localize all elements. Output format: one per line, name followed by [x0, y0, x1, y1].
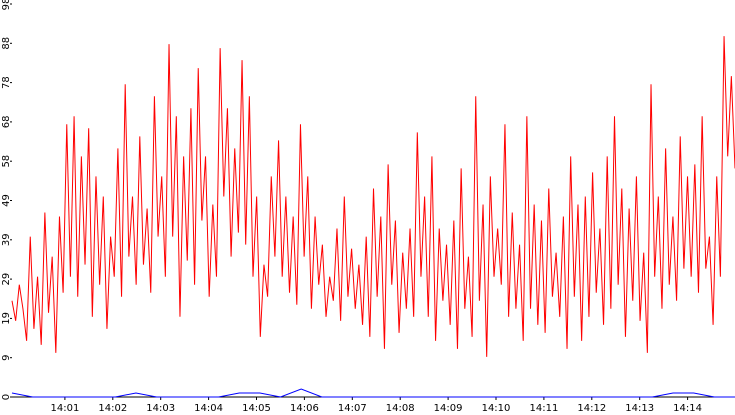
y-tick-label: 49 — [1, 194, 12, 207]
x-tick-label: 14:07 — [338, 403, 367, 414]
y-tick-label: 19 — [1, 312, 12, 325]
x-tick-label: 14:09 — [434, 403, 463, 414]
y-tick-label: 39 — [1, 233, 12, 246]
y-tick-label: 29 — [1, 273, 12, 286]
x-tick-label: 14:04 — [194, 403, 223, 414]
x-tick-label: 14:08 — [386, 403, 415, 414]
x-tick-label: 14:13 — [625, 403, 654, 414]
y-tick-label: 58 — [1, 155, 12, 168]
series-line — [11, 388, 735, 398]
x-tick-label: 14:10 — [482, 403, 511, 414]
x-tick-label: 14:06 — [290, 403, 319, 414]
y-tick-label: 68 — [1, 116, 12, 129]
x-tick-label: 14:05 — [242, 403, 271, 414]
x-tick-label: 14:11 — [529, 403, 558, 414]
x-tick-label: 14:14 — [673, 403, 702, 414]
y-tick-label: 9 — [1, 355, 12, 361]
series-line — [11, 36, 735, 357]
y-tick-label: 98 — [1, 0, 12, 10]
y-tick-label: 78 — [1, 76, 12, 89]
y-tick-label: 88 — [1, 37, 12, 50]
x-tick-label: 14:01 — [50, 403, 79, 414]
x-tick-label: 14:12 — [577, 403, 606, 414]
y-tick-label: 0 — [1, 394, 12, 400]
x-tick-label: 14:02 — [98, 403, 127, 414]
x-tick-label: 14:03 — [146, 403, 175, 414]
